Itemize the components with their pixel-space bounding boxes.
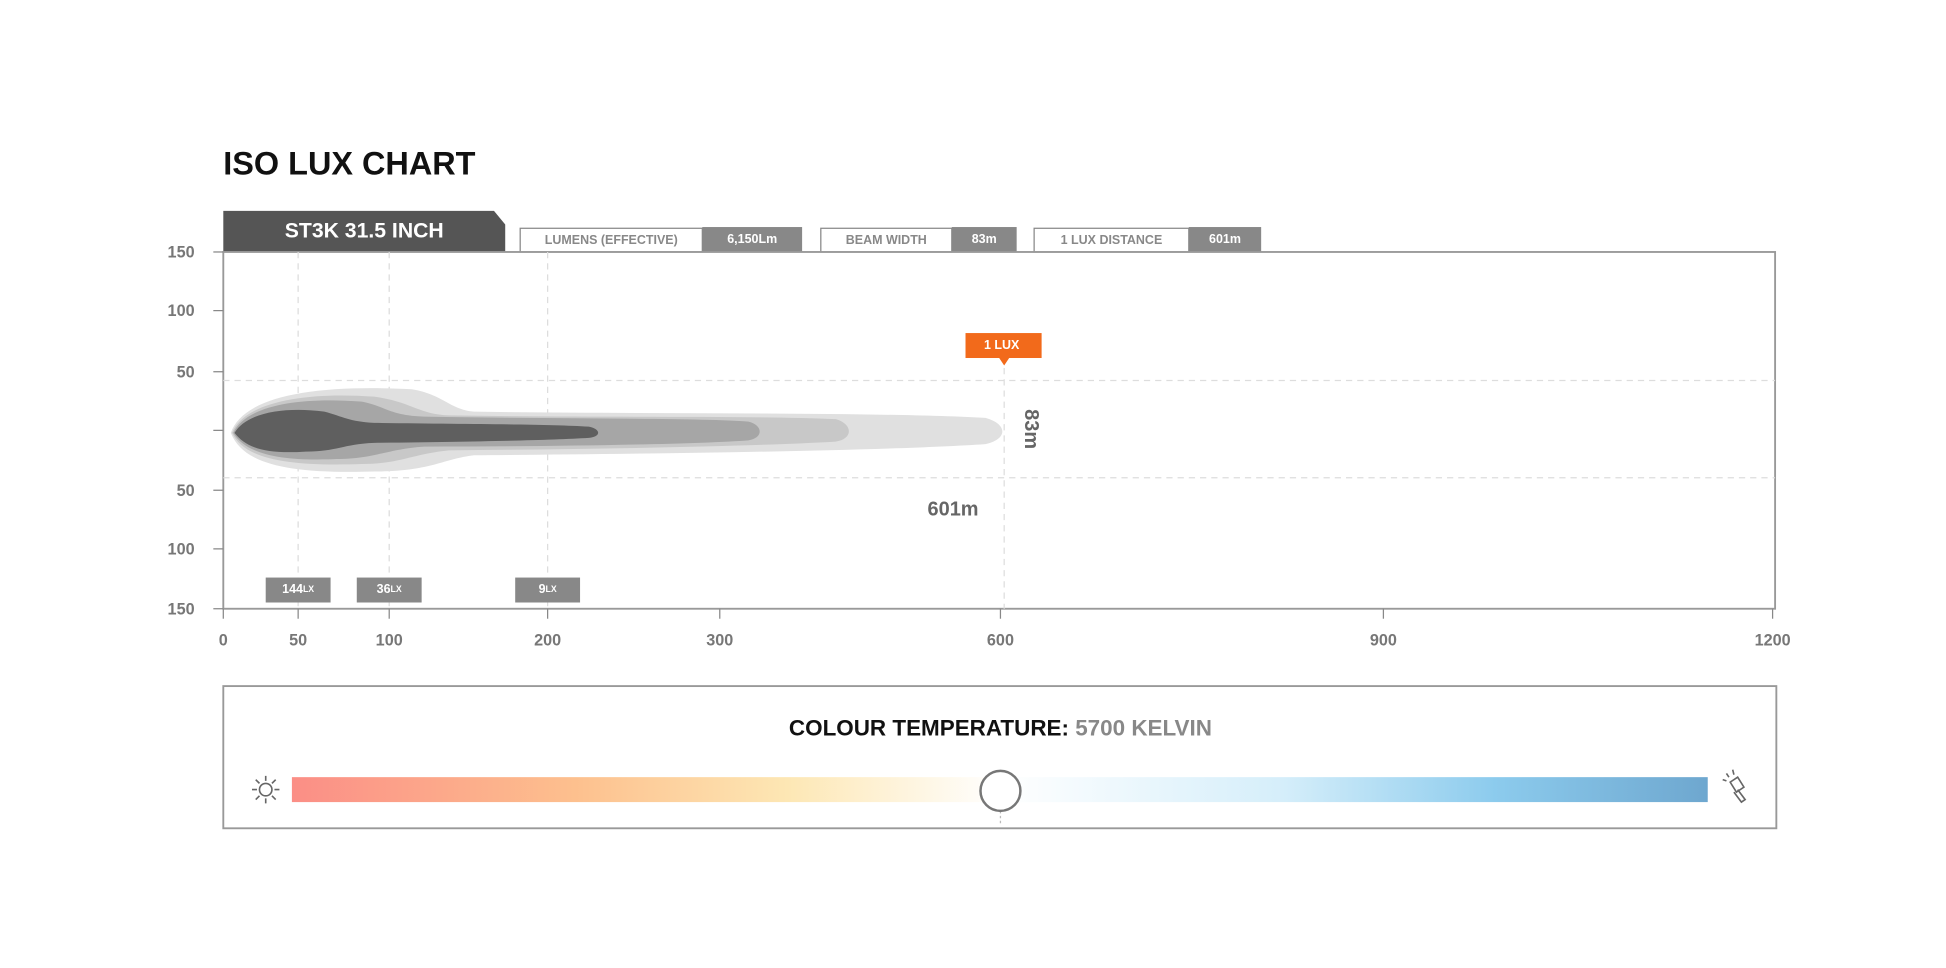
zone-value: 9: [539, 582, 546, 596]
spec-label: 1 LUX DISTANCE: [1061, 233, 1163, 247]
distance-label: 601m: [928, 498, 979, 520]
spec-value-box: [1188, 227, 1262, 252]
product-tab: [223, 210, 506, 252]
title: ISO LUX CHART: [223, 145, 475, 181]
beam-width-label: 83m: [1020, 409, 1042, 449]
sun-icon: [251, 775, 280, 804]
zone-box: [356, 577, 422, 603]
y-tick-label: 150: [168, 600, 195, 618]
beam-pattern: [230, 388, 1003, 472]
spec-value-box: [951, 227, 1017, 252]
marker-box: [965, 333, 1042, 359]
zone-box: [515, 577, 581, 603]
spec-label: LUMENS (EFFECTIVE): [545, 233, 678, 247]
colour-value: 5700 KELVIN: [1075, 716, 1212, 741]
zone-box: [265, 577, 331, 603]
spec-value: 6,150Lm: [727, 232, 777, 246]
y-tick-label: 100: [168, 540, 195, 558]
flashlight-icon: [1722, 769, 1747, 804]
zone-label: 144LX: [282, 582, 314, 596]
product-name: ST3K 31.5 INCH: [285, 220, 444, 243]
x-tick-label: 1200: [1755, 631, 1791, 649]
spec-label: BEAM WIDTH: [846, 233, 927, 247]
x-tick-label: 0: [219, 631, 228, 649]
y-tick-label: 50: [177, 363, 195, 381]
x-tick-label: 50: [289, 631, 307, 649]
spec-value: 83m: [972, 232, 997, 246]
spec-value: 601m: [1209, 232, 1241, 246]
zone-value: 36: [377, 582, 391, 596]
axes: 150 100 50 50 100 150 0 50 100 200 300 600 900 1200: [168, 244, 1791, 650]
zone-unit: LX: [391, 584, 402, 594]
zone-unit: LX: [303, 584, 314, 594]
x-tick-label: 200: [534, 631, 561, 649]
x-tick-label: 600: [987, 631, 1014, 649]
guides: [223, 251, 1776, 609]
y-tick-label: 100: [168, 302, 195, 320]
x-tick-label: 100: [376, 631, 403, 649]
y-tick-label: 50: [177, 482, 195, 500]
zone-value: 144: [282, 582, 303, 596]
zone-unit: LX: [546, 584, 557, 594]
x-tick-label: 900: [1370, 631, 1397, 649]
colour-title: COLOUR TEMPERATURE: 5700 KELVIN: [789, 716, 1212, 741]
colour-label: COLOUR TEMPERATURE:: [789, 716, 1069, 741]
marker-pointer: [999, 358, 1010, 366]
marker-label: 1 LUX: [984, 338, 1020, 352]
zone-label: 36LX: [377, 582, 402, 596]
x-tick-label: 300: [706, 631, 733, 649]
spec-row: LUMENS (EFFECTIVE) 6,150Lm BEAM WIDTH 83m 1 …: [519, 227, 1262, 253]
zone-label: 9LX: [539, 582, 557, 596]
colour-knob[interactable]: [979, 769, 1022, 813]
spec-value-box: [702, 227, 803, 252]
y-tick-label: 150: [168, 244, 195, 262]
zone-labels: 144LX 36LX 9LX: [265, 577, 581, 603]
